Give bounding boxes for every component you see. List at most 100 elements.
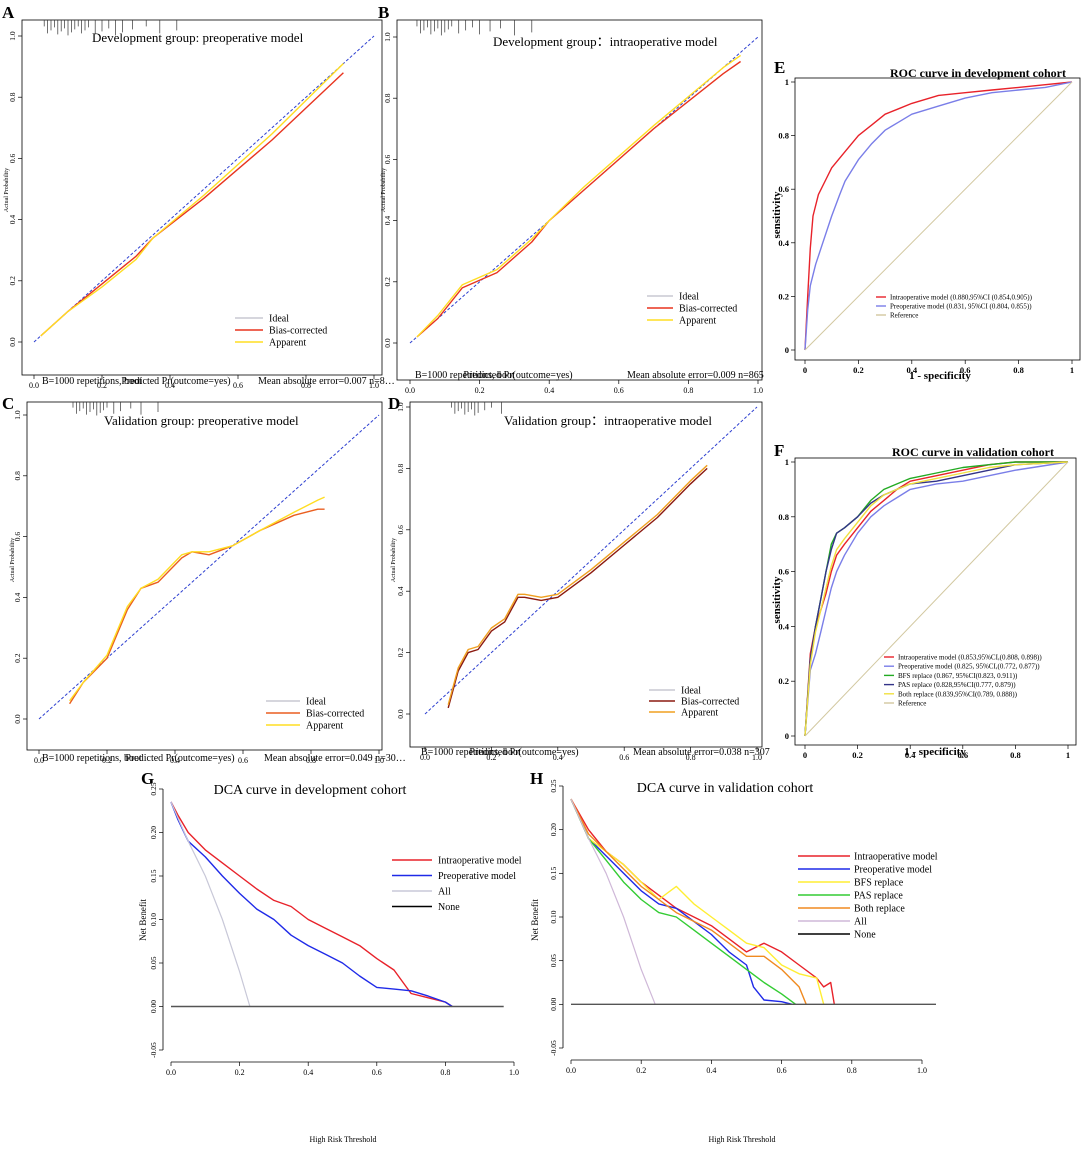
x-tick-label: 0.6 <box>233 381 243 390</box>
x-axis-label: Predicted Pr(outcome=yes) <box>121 376 230 387</box>
legend-label: Intraoperative model (0.880,95%CI (0.854… <box>890 293 1033 301</box>
series-intraoperative-model <box>804 81 1073 351</box>
x-tick-label: 0.6 <box>957 750 968 760</box>
series-bias-corrected <box>447 467 708 709</box>
series-all <box>570 798 656 1005</box>
x-tick-label: 0.0 <box>29 381 39 390</box>
y-tick-label: 0.25 <box>549 779 558 792</box>
legend-label: Ideal <box>681 686 701 697</box>
panel-letter: C <box>2 394 14 413</box>
chart-title: DCA curve in development cohort <box>214 783 407 798</box>
legend-label: Ideal <box>306 697 326 708</box>
legend-label: All <box>438 887 451 898</box>
series-preoperative-model <box>804 81 1073 351</box>
footer-right: Mean absolute error=0.038 n=307 <box>633 747 770 758</box>
y-tick-label: 0.4 <box>396 586 405 596</box>
legend-label: Apparent <box>681 708 718 719</box>
series-bias-corrected <box>416 60 742 338</box>
series-intraoperative-model <box>170 801 453 1008</box>
legend-label: Bias-corrected <box>306 709 364 720</box>
panel-d: D 0.0 0.2 0.4 0.6 0.8 1.0 0.0 0.2 0.4 0.6 0.8 1.0 Pre… <box>388 394 770 762</box>
y-axis-label: Actual Probability <box>10 538 16 582</box>
x-tick-label: 0.2 <box>853 365 864 375</box>
x-tick-label: 0.4 <box>303 1068 313 1077</box>
legend-label: Ideal <box>269 314 289 325</box>
legend-label: None <box>438 902 460 913</box>
x-tick-label: 0.0 <box>166 1068 176 1077</box>
footer-left: B=1000 repetitions, boot <box>42 753 142 764</box>
legend-label: Preoperative model (0.825, 95%CI,(0.772,… <box>898 663 1040 671</box>
y-tick-label: 0.6 <box>778 567 789 577</box>
x-tick-label: 1 <box>1070 365 1074 375</box>
x-tick-label: 1.0 <box>369 381 379 390</box>
series-intraoperative-model <box>570 798 835 1005</box>
chart-title: ROC curve in development cohort <box>890 66 1066 80</box>
y-axis-label: Net Benefit <box>530 899 540 941</box>
x-tick-label: 1.0 <box>374 756 384 765</box>
footer-left: B=1000 repetitions, boot <box>42 376 142 387</box>
legend-label: Preoperative model <box>854 865 932 876</box>
panel-f: F 0 0.2 0.4 0.6 0.8 1 0 0.2 0.4 0.6 0.8 1 1 - specifi… <box>771 441 1077 760</box>
chart-title: DCA curve in validation cohort <box>637 781 814 796</box>
y-tick-label: 0.20 <box>149 826 158 839</box>
plot-frame <box>21 19 383 376</box>
y-tick-label: 1.0 <box>8 31 17 41</box>
y-tick-label: 0.6 <box>778 184 789 194</box>
series-all <box>170 801 251 1007</box>
y-tick-label: 0.4 <box>778 238 789 248</box>
y-tick-label: 0.10 <box>549 910 558 923</box>
series-bfs-replace <box>570 798 825 1005</box>
x-tick-label: 0.2 <box>102 756 112 765</box>
x-tick-label: 0.0 <box>405 386 415 395</box>
footer-right: Mean absolute error=0.009 n=865 <box>627 370 764 381</box>
panel-b: B 0.0 0.2 0.4 0.6 0.8 1.0 0.0 0.2 0.4 0.6 0.8 1.0 Pre… <box>378 3 764 395</box>
panel-e: E 0 0.2 0.4 0.6 0.8 1 0 0.2 0.4 0.6 0.8 1 1 - specifi… <box>771 58 1081 382</box>
y-tick-label: 0.00 <box>149 1000 158 1013</box>
series-both-replace <box>570 798 807 1005</box>
x-tick-label: 0.8 <box>306 756 316 765</box>
x-tick-label: 0.6 <box>777 1066 787 1075</box>
panel-a: A 0.0 0.2 0.4 0.6 0.8 1.0 0.0 0.2 0.4 0.6 0.8 1.0 Pre… <box>2 3 395 390</box>
series-bias-corrected <box>69 508 325 705</box>
x-tick-label: 0.6 <box>619 753 629 762</box>
x-tick-label: 0.4 <box>553 753 563 762</box>
y-tick-label: 0.6 <box>13 532 22 542</box>
x-tick-label: 1.0 <box>752 753 762 762</box>
panel-c: C 0.0 0.2 0.4 0.6 0.8 1.0 0.0 0.2 0.4 0.6 0.8 1.0 Pre… <box>2 394 406 765</box>
legend-label: PAS replace <box>854 891 903 902</box>
y-tick-label: 1.0 <box>396 402 405 412</box>
y-tick-label: 0.05 <box>149 956 158 969</box>
y-axis-label: sensitivity <box>771 576 783 624</box>
x-tick-label: 0.2 <box>235 1068 245 1077</box>
series-apparent <box>447 464 708 705</box>
panel-h: H 0.0 0.2 0.4 0.6 0.8 1.0 -0.05 0.00 0.05 0.10 0.15… <box>530 769 938 1144</box>
x-tick-label: 0.8 <box>1010 750 1021 760</box>
footer-right: Mean absolute error=0.049 n=30… <box>264 753 406 764</box>
x-tick-label: 0.4 <box>905 750 916 760</box>
x-tick-label: 0.6 <box>960 365 971 375</box>
y-tick-label: 0.15 <box>549 867 558 880</box>
x-tick-label: 1.0 <box>917 1066 927 1075</box>
x-tick-label: 0.2 <box>97 381 107 390</box>
series-ideal <box>38 414 380 720</box>
y-tick-label: 0.4 <box>778 621 789 631</box>
y-tick-label: 0.10 <box>149 913 158 926</box>
legend-label: Apparent <box>679 316 716 327</box>
y-tick-label: 0.00 <box>549 998 558 1011</box>
x-tick-label: 0.6 <box>238 756 248 765</box>
x-tick-label: 0.2 <box>486 753 496 762</box>
x-tick-label: 0.6 <box>614 386 624 395</box>
panel-g: G 0.0 0.2 0.4 0.6 0.8 1.0 -0.05 0.00 0.05 0.10 0.15… <box>138 769 522 1144</box>
legend-label: Ideal <box>679 292 699 303</box>
plot-frame <box>396 19 763 381</box>
series-ideal <box>33 35 375 343</box>
y-tick-label: 0.2 <box>383 277 392 287</box>
x-tick-label: 0.4 <box>170 756 180 765</box>
x-tick-label: 0.8 <box>440 1068 450 1077</box>
x-axis-label: High Risk Threshold <box>310 1135 377 1144</box>
plot-frame <box>26 401 383 751</box>
y-axis-label: Actual Probability <box>381 168 387 212</box>
plot-frame <box>409 401 763 748</box>
